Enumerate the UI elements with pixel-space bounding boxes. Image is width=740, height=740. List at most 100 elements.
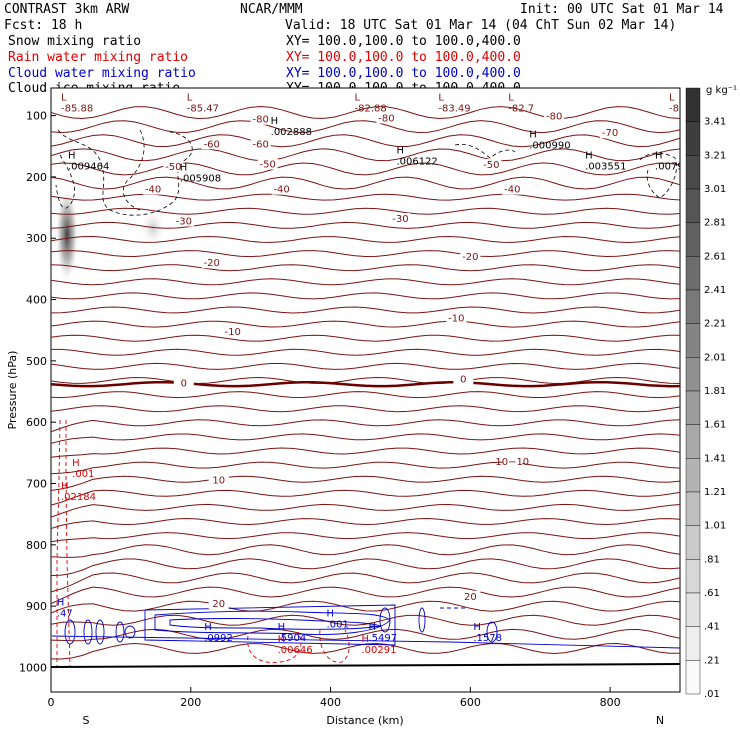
isotherm-line bbox=[51, 207, 680, 215]
cloud-cell-7 bbox=[418, 607, 426, 633]
colorbar-swatch bbox=[685, 222, 701, 257]
colorbar-tick-label: 1.41 bbox=[704, 453, 726, 464]
snow-shading-secondary bbox=[141, 210, 165, 246]
cloud-cell-5 bbox=[124, 625, 136, 639]
colorbar-swatch bbox=[685, 559, 701, 594]
extremum-value: -85.88 bbox=[61, 104, 93, 115]
extremum-value: .001 bbox=[72, 469, 94, 480]
snow-shading-max bbox=[56, 189, 78, 281]
y-tick-label: 100 bbox=[26, 110, 47, 123]
isotherm-label-bg bbox=[390, 213, 411, 225]
isotherm-line bbox=[51, 628, 680, 642]
colorbar-tick-label: .21 bbox=[704, 655, 720, 666]
north-label: N bbox=[656, 714, 664, 727]
y-tick-label: 800 bbox=[26, 539, 47, 552]
extremum-value: .00799 bbox=[655, 161, 690, 172]
extremum-marker: H bbox=[180, 163, 188, 174]
isotherm-line bbox=[51, 105, 680, 120]
extremum-value: .000990 bbox=[529, 140, 570, 151]
ice-contour-1 bbox=[57, 129, 193, 216]
isotherm-line bbox=[51, 447, 680, 458]
field-xy-snow: XY= 100.0,100.0 to 100.0,400.0 bbox=[286, 34, 521, 49]
isotherm-label: 10−10 bbox=[495, 457, 529, 468]
plot-area: -50 -50 -50 -40 -40 -40 -30 -30 -20 -20 -10 -10 0 0 10… bbox=[51, 93, 690, 667]
x-tick-label: 200 bbox=[180, 696, 201, 709]
isotherm-label: -20 bbox=[204, 258, 220, 269]
isotherm-line bbox=[51, 614, 680, 626]
cloud-layer-outline bbox=[144, 604, 396, 646]
extremum-marker: H bbox=[278, 622, 286, 633]
extremum-marker: H bbox=[278, 634, 286, 645]
header: CONTRAST 3km ARW NCAR/MMM Init: 00 UTC S… bbox=[4, 2, 724, 33]
rain-contour-column-1 bbox=[56, 419, 61, 666]
y-tick-label: 400 bbox=[26, 294, 47, 307]
isotherm-line bbox=[51, 391, 680, 399]
extremum-marker: H bbox=[68, 150, 76, 161]
colorbar-swatch bbox=[685, 626, 701, 661]
extremum-value: .5497 bbox=[368, 633, 397, 644]
isotherm-label-bg bbox=[163, 160, 184, 172]
isotherm-label-bg bbox=[271, 183, 292, 195]
extremum-value: .5904 bbox=[278, 633, 307, 644]
isotherm-label: -40 bbox=[145, 185, 161, 196]
extremum-value: .02184 bbox=[61, 492, 96, 503]
isotherm-label: -10 bbox=[448, 313, 464, 324]
isotherm-label: -30 bbox=[392, 214, 408, 225]
extremum-marker: L bbox=[61, 93, 67, 104]
colorbar-swatch bbox=[685, 87, 701, 122]
field-name-rain: Rain water mixing ratio bbox=[8, 50, 188, 65]
isotherm-label-bg bbox=[502, 455, 523, 467]
extremum-marker: H bbox=[655, 150, 663, 161]
y-tick-label: 900 bbox=[26, 600, 47, 613]
colorbar-swatch bbox=[685, 660, 701, 695]
field-xy-rain: XY= 100.0,100.0 to 100.0,400.0 bbox=[286, 50, 521, 65]
colorbar-swatch bbox=[685, 121, 701, 156]
colorbar-swatch bbox=[685, 155, 701, 190]
extremum-value: .006122 bbox=[396, 156, 437, 167]
extremum-value: .005908 bbox=[180, 174, 221, 185]
y-tick-label: 1000 bbox=[19, 661, 47, 674]
colorbar-tick-label: .81 bbox=[704, 554, 720, 565]
isotherm-line bbox=[51, 148, 680, 162]
y-axis-title: Pressure (hPa) bbox=[6, 351, 19, 430]
extremum-marker: H bbox=[204, 622, 212, 633]
x-tick-label: 800 bbox=[600, 696, 621, 709]
isotherm-label-bg bbox=[143, 183, 164, 195]
extremum-value: -82 bbox=[669, 104, 685, 115]
cloud-ice-contours bbox=[55, 129, 677, 216]
colorbar-tick-label: 2.81 bbox=[704, 218, 726, 229]
extremum-value: -82.7 bbox=[508, 104, 534, 115]
extremum-marker: L bbox=[508, 93, 514, 104]
isotherm-line bbox=[51, 433, 680, 444]
extremum-marker: H bbox=[271, 116, 279, 127]
colorbar: 3.41 3.21 3.01 2.81 2.61 2.41 2.21 2.01 1.81 1.61… bbox=[685, 87, 726, 700]
isotherm-label-bg bbox=[481, 159, 502, 171]
isotherm-line bbox=[51, 558, 680, 577]
cloud-cell-4 bbox=[115, 621, 125, 643]
extremum-value: .00646 bbox=[278, 645, 313, 656]
isotherm-label: -70 bbox=[602, 128, 618, 139]
y-tick-label: 200 bbox=[26, 171, 47, 184]
isotherm-line bbox=[51, 120, 680, 134]
field-xy-cloud-water: XY= 100.0,100.0 to 100.0,400.0 bbox=[286, 66, 521, 81]
extremum-value: .0992 bbox=[204, 633, 233, 644]
isotherm-label-bg bbox=[544, 110, 565, 122]
isotherm-label-bg bbox=[460, 251, 481, 263]
isotherm-label-bg bbox=[502, 183, 523, 195]
isotherm-label-bg bbox=[460, 590, 481, 602]
isotherm-label-bg bbox=[446, 312, 467, 324]
isotherm-line bbox=[51, 250, 680, 258]
ice-contour-2 bbox=[55, 154, 75, 209]
isotherm-label: -60 bbox=[204, 139, 220, 150]
isotherm-line bbox=[51, 278, 680, 286]
extremum-marker: H bbox=[529, 129, 537, 140]
extremum-value: .001 bbox=[327, 619, 349, 630]
isotherm-label-bg bbox=[173, 215, 194, 227]
cloud-water-contours bbox=[51, 604, 680, 649]
extremum-marker: H bbox=[473, 622, 481, 633]
isotherm-contours bbox=[51, 105, 680, 660]
colorbar-tick-label: 2.41 bbox=[704, 285, 726, 296]
extremum-marker: L bbox=[355, 93, 361, 104]
colorbar-tick-label: 2.61 bbox=[704, 251, 726, 262]
isotherm-line bbox=[51, 600, 680, 614]
